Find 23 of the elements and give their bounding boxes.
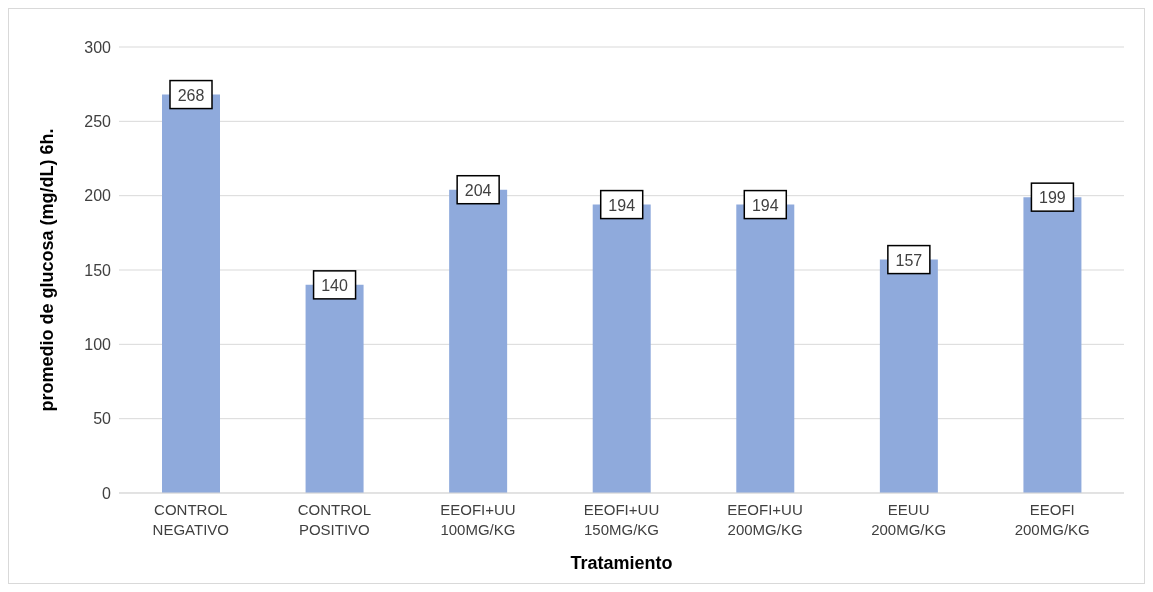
y-tick-label: 250 xyxy=(84,113,112,131)
data-label: 157 xyxy=(895,251,923,269)
x-tick-label: CONTROL NEGATIVO xyxy=(152,501,229,538)
x-tick-label: EEOFI+UU 100MG/KG xyxy=(440,501,516,538)
data-label: 194 xyxy=(608,196,636,214)
x-tick-label: EEOFI+UU 200MG/KG xyxy=(727,501,803,538)
x-tick-label: EEOFI+UU 150MG/KG xyxy=(583,501,660,538)
x-tick-label: EEUU 200MG/KG xyxy=(871,501,947,538)
y-axis-title: promedio de glucosa (mg/dL) 6h. xyxy=(37,128,58,412)
data-label: 199 xyxy=(1039,189,1066,207)
y-tick-label: 100 xyxy=(84,336,112,354)
y-tick-label: 200 xyxy=(84,187,112,205)
y-tick-label: 150 xyxy=(84,261,112,279)
y-tick-label: 50 xyxy=(93,410,112,428)
data-label: 268 xyxy=(177,86,205,104)
data-label: 140 xyxy=(321,276,349,294)
x-tick-label: EEOFI 200MG/KG xyxy=(1014,501,1090,538)
y-tick-label: 300 xyxy=(84,38,112,56)
x-tick-label: CONTROL POSITIVO xyxy=(297,501,372,538)
y-tick-label: 0 xyxy=(102,484,112,502)
data-label: 204 xyxy=(464,181,492,199)
x-axis-title: Tratamiento xyxy=(570,553,673,573)
data-label: 194 xyxy=(751,196,779,214)
